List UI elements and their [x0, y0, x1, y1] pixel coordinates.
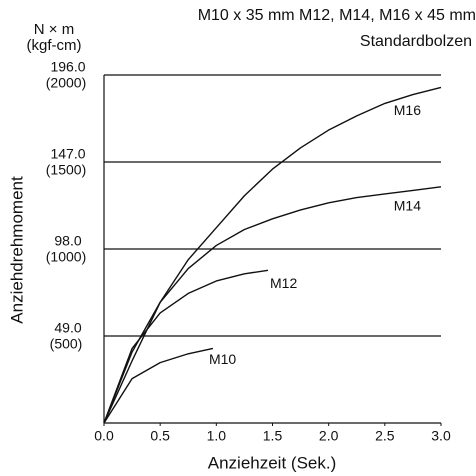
- x-tick-label: 3.0: [431, 428, 451, 444]
- y-tick-label: 98.0: [54, 233, 81, 249]
- x-tick-label: 2.5: [375, 428, 395, 444]
- y-tick-label: 49.0: [54, 320, 81, 336]
- x-tick-label: 2.0: [319, 428, 339, 444]
- y-unit-secondary: (kgf-cm): [27, 37, 82, 54]
- x-tick-label: 1.0: [207, 428, 227, 444]
- y-tick-label-secondary: (500): [50, 336, 83, 352]
- line-series: [103, 347, 214, 424]
- y-tick-label-secondary: (1000): [46, 249, 86, 265]
- x-tick-label: 1.5: [263, 428, 283, 444]
- x-axis-label: Anziehzeit (Sek.): [208, 453, 337, 472]
- line-series: [103, 86, 442, 424]
- y-tick-label-secondary: (2000): [46, 75, 86, 91]
- chart-subtitle: Standardbolzen: [360, 33, 472, 50]
- x-tick-label: 0.0: [94, 428, 114, 444]
- line-series: [103, 186, 442, 424]
- series-label: M10: [209, 351, 236, 367]
- series-label: M12: [270, 275, 297, 291]
- series-label: M14: [394, 198, 421, 214]
- x-tick-label: 0.5: [150, 428, 170, 444]
- y-axis-label: Anziehdrehmoment: [7, 176, 26, 324]
- y-tick-label: 196.0: [50, 59, 85, 75]
- line-series: [103, 269, 269, 424]
- series-label: M16: [394, 102, 421, 118]
- y-tick-label: 147.0: [50, 146, 85, 162]
- chart-title: M10 x 35 mm M12, M14, M16 x 45 mm: [198, 7, 476, 24]
- y-unit: N × m: [34, 21, 74, 38]
- y-tick-label-secondary: (1500): [46, 162, 86, 178]
